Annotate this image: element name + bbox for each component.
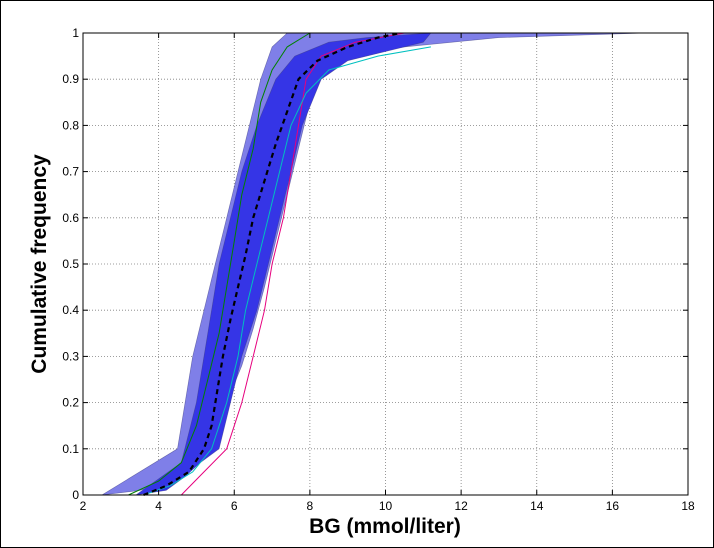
series-lines bbox=[128, 31, 431, 497]
y-tick-label: 0.3 bbox=[62, 349, 79, 363]
x-tick-label: 12 bbox=[454, 499, 468, 513]
series-line bbox=[143, 46, 431, 496]
x-tick-label: 8 bbox=[307, 499, 314, 513]
confidence-bands bbox=[101, 32, 647, 496]
x-tick-label: 18 bbox=[681, 499, 695, 513]
x-tick-label: 16 bbox=[606, 499, 620, 513]
x-tick-label: 6 bbox=[231, 499, 238, 513]
y-tick-label: 0.8 bbox=[62, 118, 79, 132]
series-line-dashed bbox=[143, 31, 401, 497]
y-axis-title: Cumulative frequency bbox=[28, 154, 51, 374]
x-tick-labels: 2 4 6 8 10 12 14 16 18 bbox=[80, 33, 695, 513]
x-tick-label: 2 bbox=[80, 499, 87, 513]
y-tick-label: 0.4 bbox=[62, 303, 79, 317]
y-tick-label: 0.6 bbox=[62, 211, 79, 225]
band-inner bbox=[135, 32, 432, 496]
x-axis-title: BG (mmol/liter) bbox=[309, 515, 461, 538]
y-tick-label: 0.7 bbox=[62, 165, 79, 179]
y-tick-label: 1 bbox=[72, 26, 79, 40]
y-tick-label: 0.2 bbox=[62, 396, 79, 410]
y-tick-label: 0.5 bbox=[62, 257, 79, 271]
y-tick-label: 0 bbox=[72, 488, 79, 502]
y-tick-labels: 0 0.1 0.2 0.3 0.4 0.5 0.6 0.7 0.8 0.9 1 bbox=[62, 26, 688, 502]
y-tick-label: 0.1 bbox=[62, 442, 79, 456]
x-tick-label: 4 bbox=[155, 499, 162, 513]
y-tick-label: 0.9 bbox=[62, 72, 79, 86]
x-tick-label: 14 bbox=[530, 499, 544, 513]
series-line bbox=[128, 32, 311, 496]
x-tick-label: 10 bbox=[379, 499, 393, 513]
